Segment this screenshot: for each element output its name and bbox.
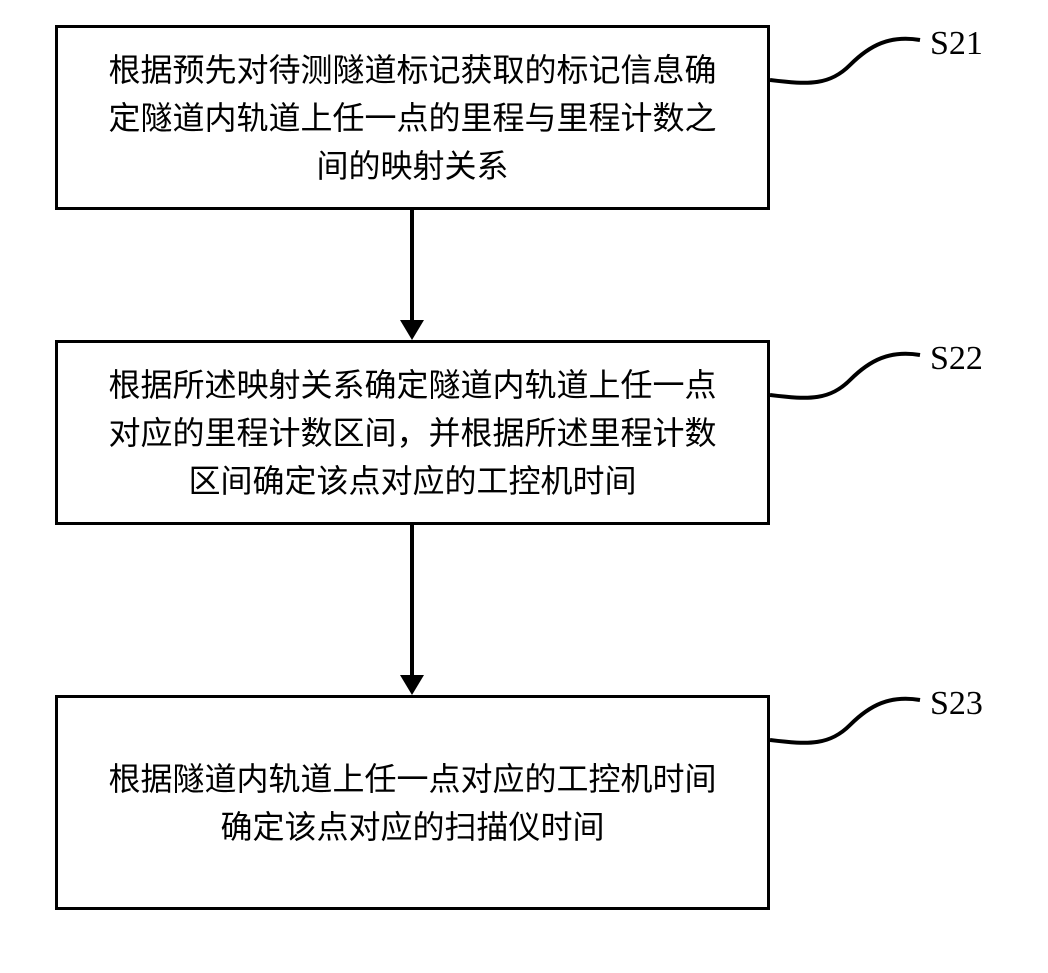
arrowhead-icon (400, 675, 424, 695)
label-connector-s22 (770, 340, 930, 420)
label-connector-s21 (770, 25, 930, 105)
node-text: 根据所述映射关系确定隧道内轨道上任一点对应的里程计数区间，并根据所述里程计数区间… (98, 361, 727, 505)
node-text: 根据隧道内轨道上任一点对应的工控机时间确定该点对应的扫描仪时间 (98, 755, 727, 851)
node-label-s21: S21 (930, 25, 983, 63)
node-text: 根据预先对待测隧道标记获取的标记信息确定隧道内轨道上任一点的里程与里程计数之间的… (98, 46, 727, 190)
flowchart-container: 根据预先对待测隧道标记获取的标记信息确定隧道内轨道上任一点的里程与里程计数之间的… (0, 0, 1048, 973)
flowchart-node-s22: 根据所述映射关系确定隧道内轨道上任一点对应的里程计数区间，并根据所述里程计数区间… (55, 340, 770, 525)
edge-s21-s22 (410, 210, 414, 320)
node-label-s23: S23 (930, 685, 983, 723)
node-label-s22: S22 (930, 340, 983, 378)
flowchart-node-s21: 根据预先对待测隧道标记获取的标记信息确定隧道内轨道上任一点的里程与里程计数之间的… (55, 25, 770, 210)
arrowhead-icon (400, 320, 424, 340)
label-connector-s23 (770, 685, 930, 765)
flowchart-node-s23: 根据隧道内轨道上任一点对应的工控机时间确定该点对应的扫描仪时间 (55, 695, 770, 910)
edge-s22-s23 (410, 525, 414, 675)
